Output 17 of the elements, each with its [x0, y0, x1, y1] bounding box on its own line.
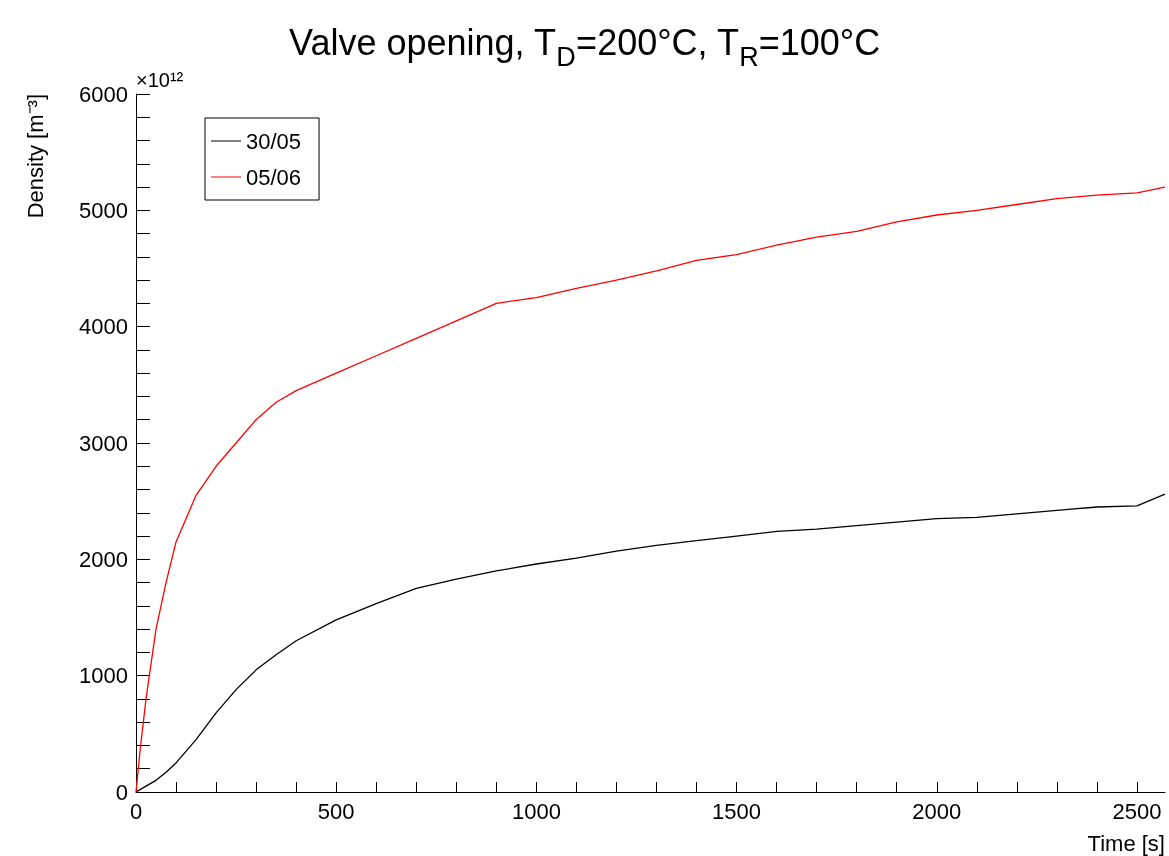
y-tick-label: 5000	[79, 197, 128, 223]
x-tick-label: 500	[317, 798, 355, 824]
legend-label: 05/06	[246, 164, 302, 190]
y-tick-label: 6000	[79, 81, 128, 107]
x-tick-label: 2000	[912, 798, 962, 824]
y-tick-label: 4000	[79, 314, 128, 340]
y-tick-label: 0	[115, 779, 128, 805]
x-tick-label: 2500	[1112, 798, 1162, 824]
y-tick-label: 3000	[79, 430, 128, 456]
x-tick-label: 1000	[511, 798, 561, 824]
x-tick-label: 1500	[712, 798, 762, 824]
legend-label: 30/05	[246, 128, 302, 154]
x-axis-title: Time [s]	[1087, 830, 1165, 856]
text: ×10¹²	[136, 69, 184, 91]
y-tick-label: 2000	[79, 546, 128, 572]
y-axis-title: Density [m⁻³]	[22, 94, 48, 219]
y-tick-label: 1000	[79, 663, 128, 689]
